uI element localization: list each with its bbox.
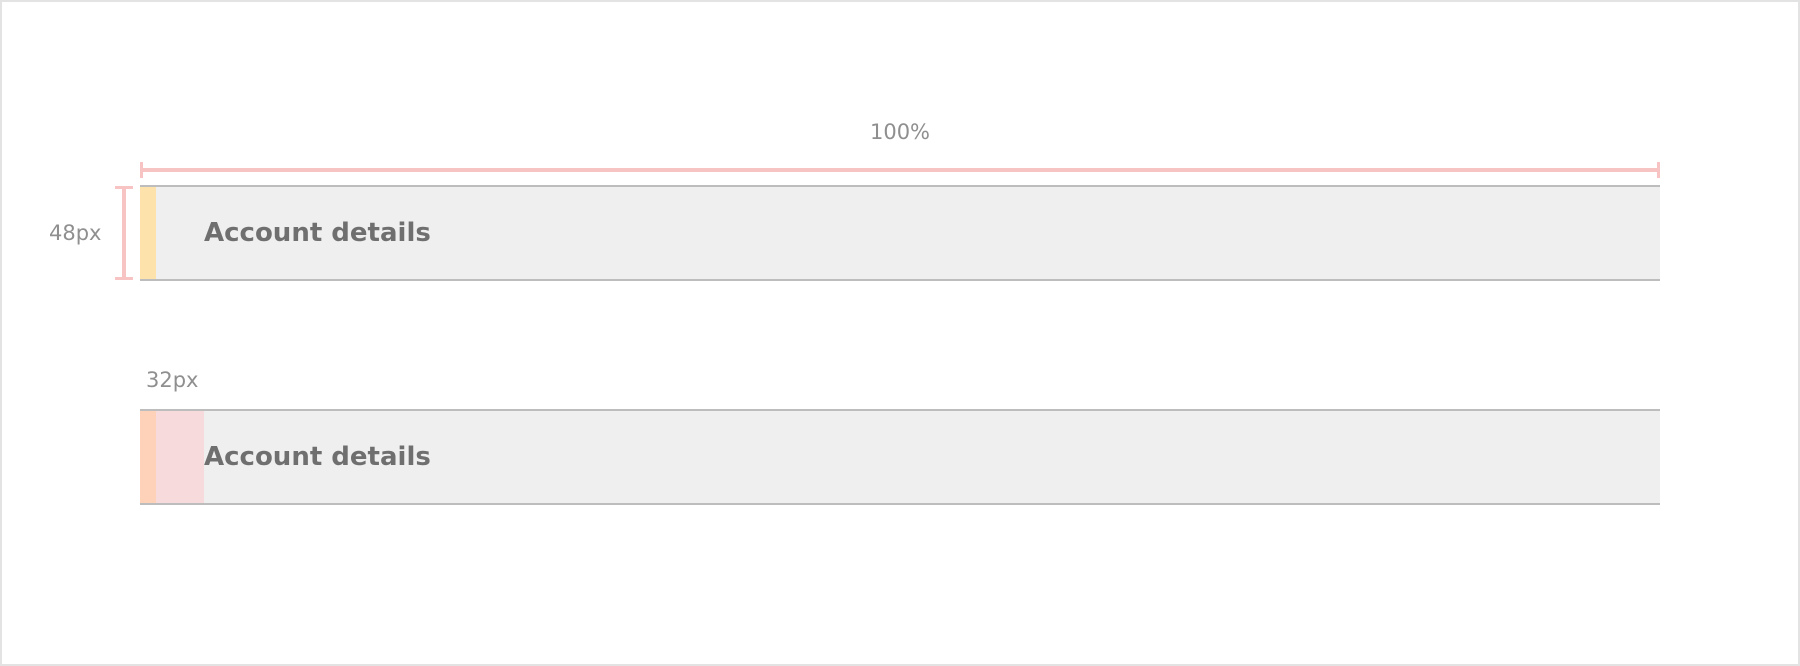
padding-highlight — [156, 411, 204, 503]
width-dimension-left-tick — [140, 162, 143, 178]
width-dimension-right-tick — [1657, 162, 1660, 178]
width-dimension-line — [140, 168, 1660, 172]
height-dimension-label: 48px — [49, 221, 102, 245]
section-header-title: Account details — [204, 442, 431, 472]
accent-stripe — [140, 411, 156, 503]
section-header-height-spec: Account details — [140, 185, 1660, 281]
height-dimension-bottom-tick — [115, 277, 133, 280]
accent-stripe — [140, 187, 156, 279]
section-header-title: Account details — [204, 218, 431, 248]
width-dimension-label: 100% — [869, 120, 931, 144]
padding-dimension-label: 32px — [146, 368, 199, 392]
height-dimension-top-tick — [115, 186, 133, 189]
height-dimension-line — [122, 186, 126, 280]
section-header-padding-spec: Account details — [140, 409, 1660, 505]
